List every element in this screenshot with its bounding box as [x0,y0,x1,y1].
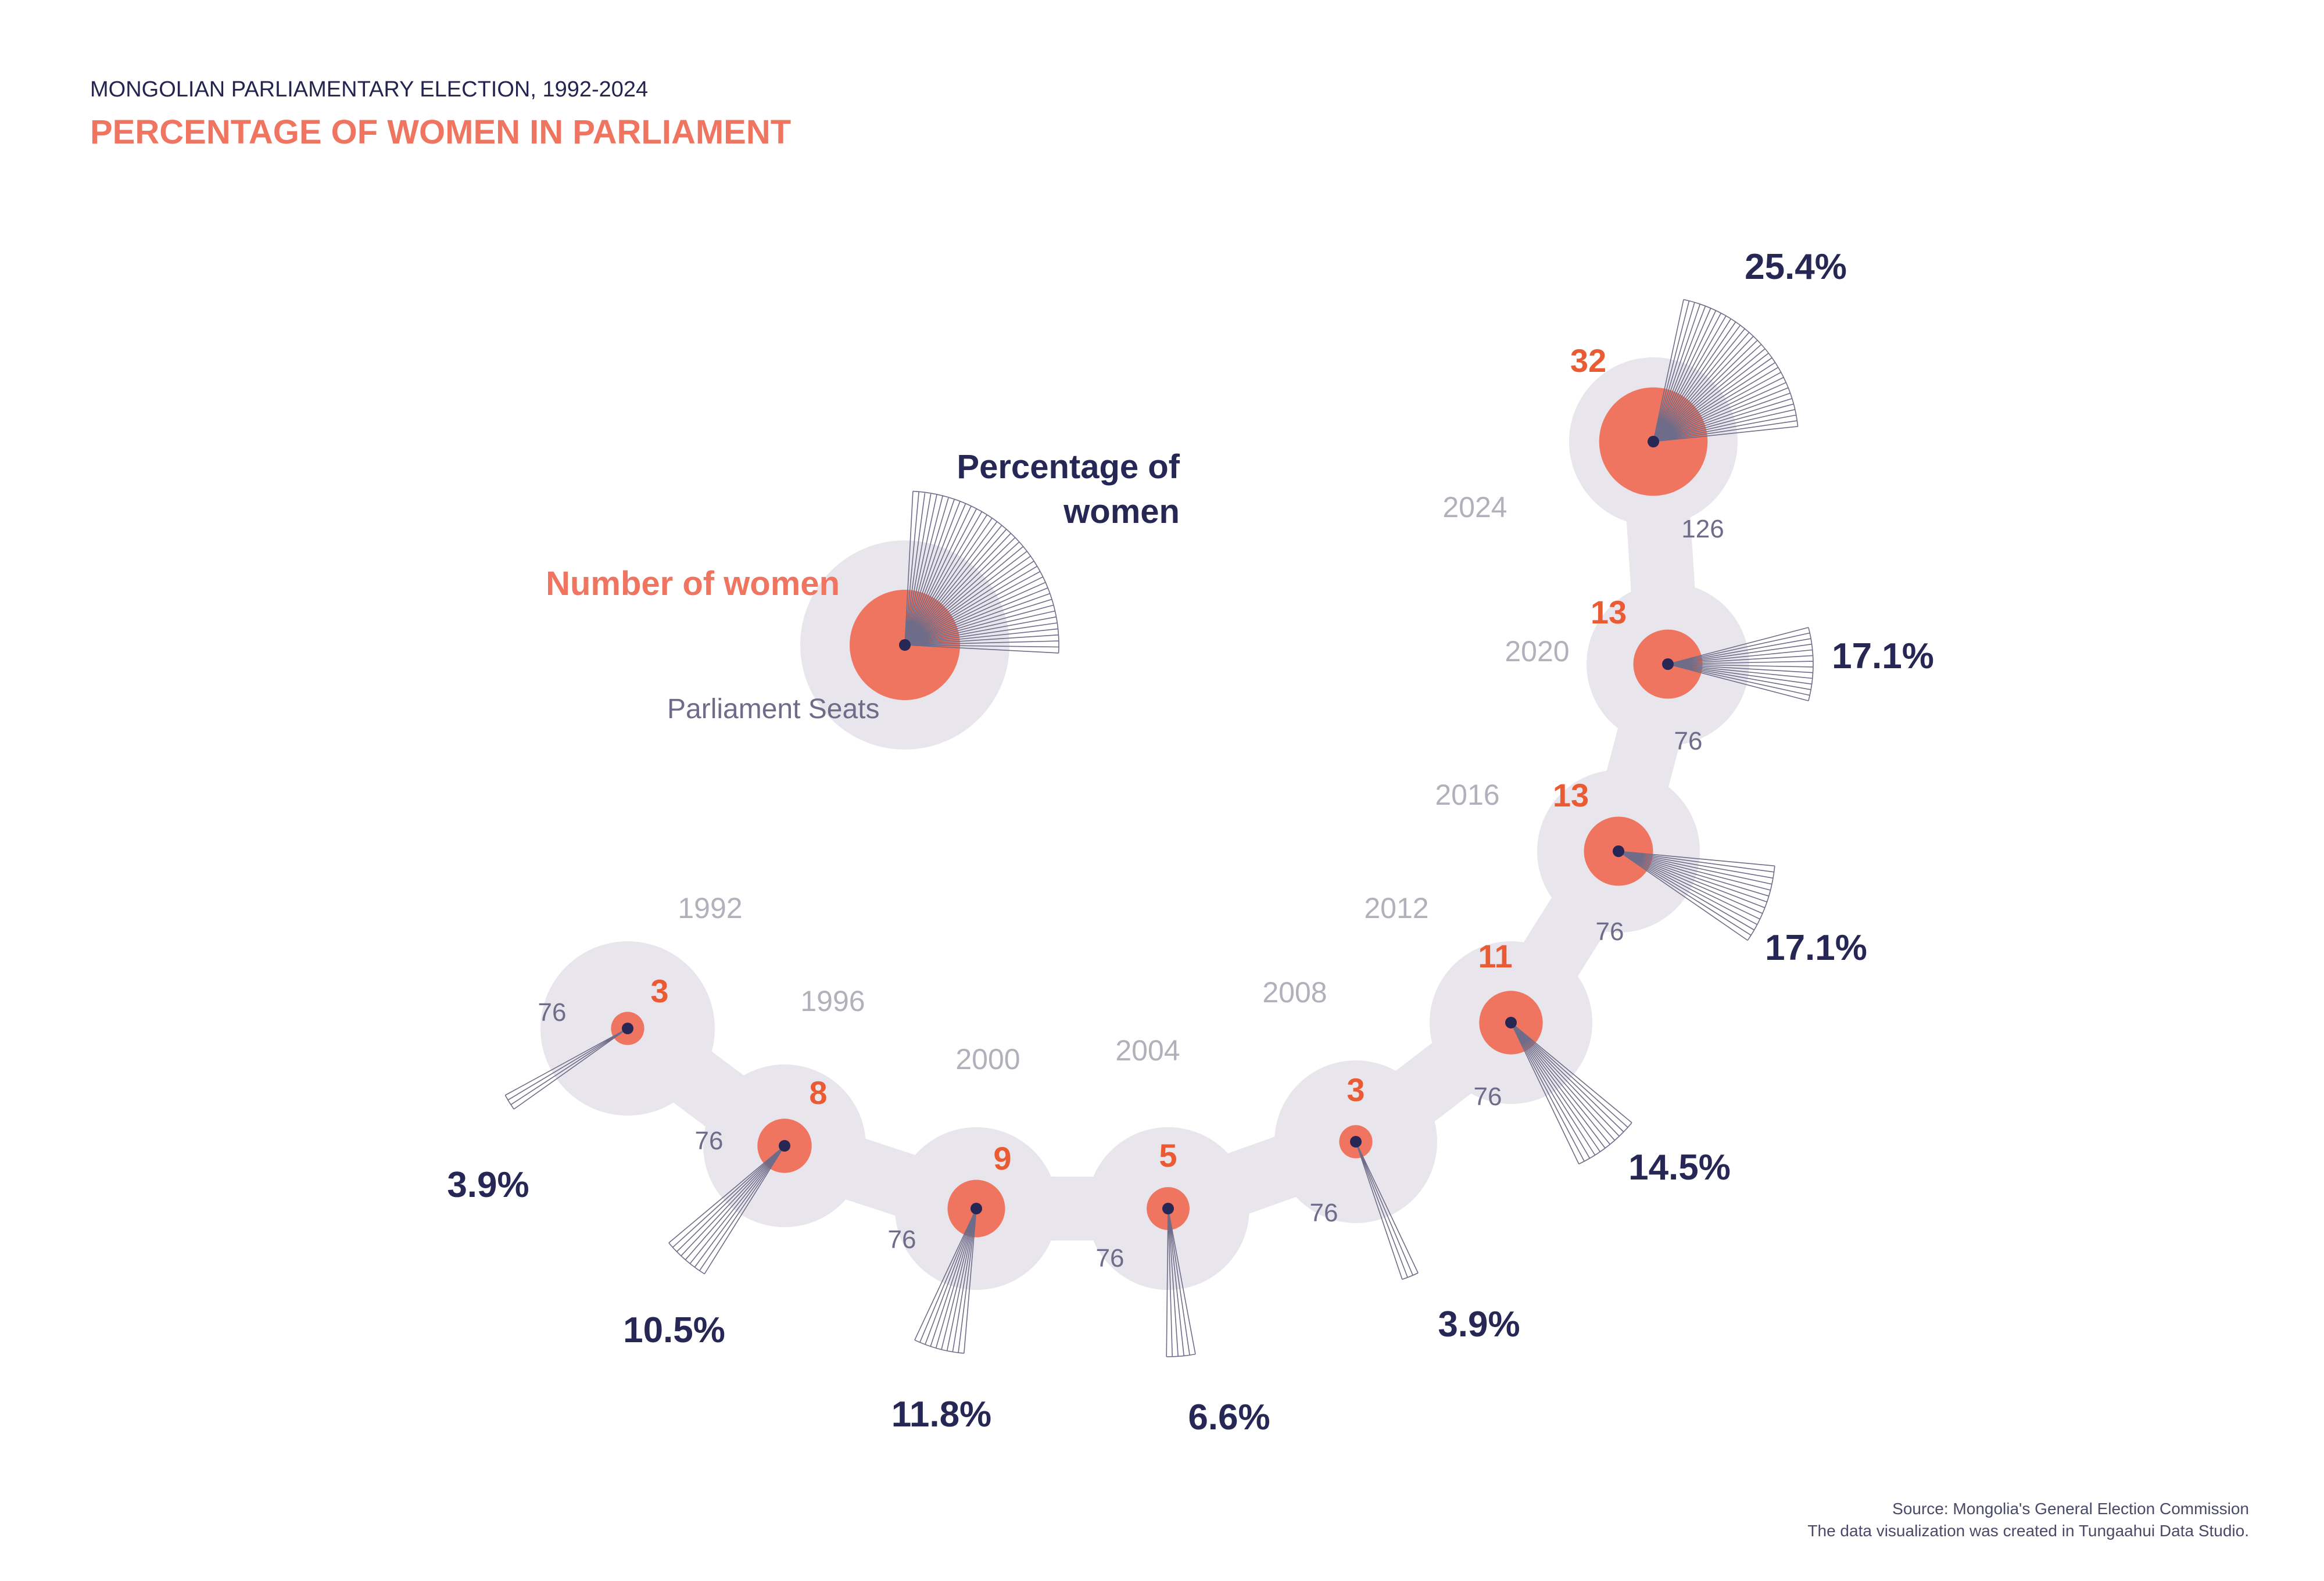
pct-fan-2012 [1505,1017,1632,1165]
year-label-2000: 2000 [955,1043,1020,1075]
year-label-2012: 2012 [1364,892,1428,924]
pct-fan-2020-hub [1662,658,1674,670]
pct-fan-2024-wedges [1653,299,1799,442]
seats-label-2024: 126 [1681,515,1724,543]
seats-label-1996: 76 [695,1127,724,1155]
pct-fan-2004-wedges [1166,1208,1196,1357]
women-count-2016: 13 [1553,777,1589,813]
year-label-2008: 2008 [1262,976,1327,1009]
credit-note: The data visualization was created in Tu… [1807,1522,2249,1540]
pct-fan-2020-wedges [1667,627,1814,701]
legend [800,490,1059,750]
women-count-1992: 3 [650,973,668,1009]
year-label-2004: 2004 [1115,1034,1180,1067]
source-note: Source: Mongolia's General Election Comm… [1892,1500,2249,1518]
women-count-2024: 32 [1570,342,1606,379]
women-count-1996: 8 [809,1074,827,1111]
seats-label-2000: 76 [888,1225,916,1254]
pct-fan-2008-hub [1350,1136,1362,1148]
pct-fan-1996 [668,1140,790,1275]
pct-label-2024: 25.4% [1745,247,1847,287]
legend-pct-label-line1: Percentage of [957,448,1180,486]
pct-fan-2016-hub [1613,845,1624,857]
chart-subtitle: MONGOLIAN PARLIAMENTARY ELECTION, 1992-2… [90,77,648,102]
pct-fan-2020 [1662,627,1814,701]
seats-label-2020: 76 [1674,727,1703,755]
pct-label-2008: 3.9% [1438,1304,1520,1345]
seats-label-2008: 76 [1310,1199,1338,1227]
pct-label-1992: 3.9% [447,1165,529,1205]
pct-fan-2000-hub [971,1203,982,1214]
pct-fan-1996-wedges [668,1145,785,1275]
year-label-2020: 2020 [1505,635,1569,668]
mark-layer [504,299,1814,1357]
year-label-1992: 1992 [678,892,742,924]
year-label-2024: 2024 [1442,491,1507,524]
legend-pct-fan-wedges [904,490,1059,654]
pct-fan-2012-wedges [1510,1022,1632,1165]
legend-pct-fan [899,490,1059,654]
women-count-2020: 13 [1591,594,1627,630]
chart-title: PERCENTAGE OF WOMEN IN PARLIAMENT [90,113,791,151]
pct-fan-2012-hub [1505,1017,1517,1028]
women-count-2004: 5 [1159,1137,1177,1174]
pct-fan-1992-hub [622,1023,633,1034]
women-count-2000: 9 [993,1140,1011,1177]
women-count-2008: 3 [1347,1071,1365,1108]
pct-fan-2000 [914,1203,982,1354]
pct-fan-2004 [1162,1203,1196,1357]
pct-fan-2024 [1648,299,1799,447]
pct-label-1996: 10.5% [623,1310,725,1350]
pct-fan-1992 [504,1023,633,1110]
pct-fan-2000-wedges [914,1208,977,1354]
seats-label-2016: 76 [1596,917,1624,946]
legend-pct-label-line2: women [1063,493,1180,530]
pct-fan-2008 [1350,1136,1419,1280]
halo-layer [540,357,1749,1290]
women-count-2012: 11 [1478,938,1512,974]
seats-label-2012: 76 [1474,1082,1502,1111]
seats-label-2004: 76 [1096,1244,1125,1272]
year-label-2016: 2016 [1435,779,1499,811]
pct-fan-1996-hub [779,1140,790,1152]
legend-women-label: Number of women [546,565,840,603]
pct-fan-2004-hub [1162,1203,1174,1214]
pct-label-2016: 17.1% [1765,928,1867,968]
label-layer: 1992 76 3 3.9% 1996 76 8 10.5% 2000 76 9 11.8% 2004 7… [447,247,1934,1437]
year-label-1996: 1996 [800,985,865,1017]
seats-label-1992: 76 [538,998,567,1027]
legend-pct-fan-hub [899,639,911,651]
pct-fan-1992-wedges [504,1028,628,1110]
pct-label-2000: 11.8% [891,1394,991,1435]
legend-seats-label: Parliament Seats [667,694,880,725]
pct-fan-2024-hub [1648,436,1659,447]
pct-label-2004: 6.6% [1188,1397,1270,1437]
pct-label-2020: 17.1% [1832,636,1934,676]
pct-fan-2008-wedges [1355,1141,1419,1280]
pct-fan-2016-wedges [1618,851,1775,941]
pct-fan-2016 [1613,845,1775,941]
pct-label-2012: 14.5% [1628,1148,1731,1188]
